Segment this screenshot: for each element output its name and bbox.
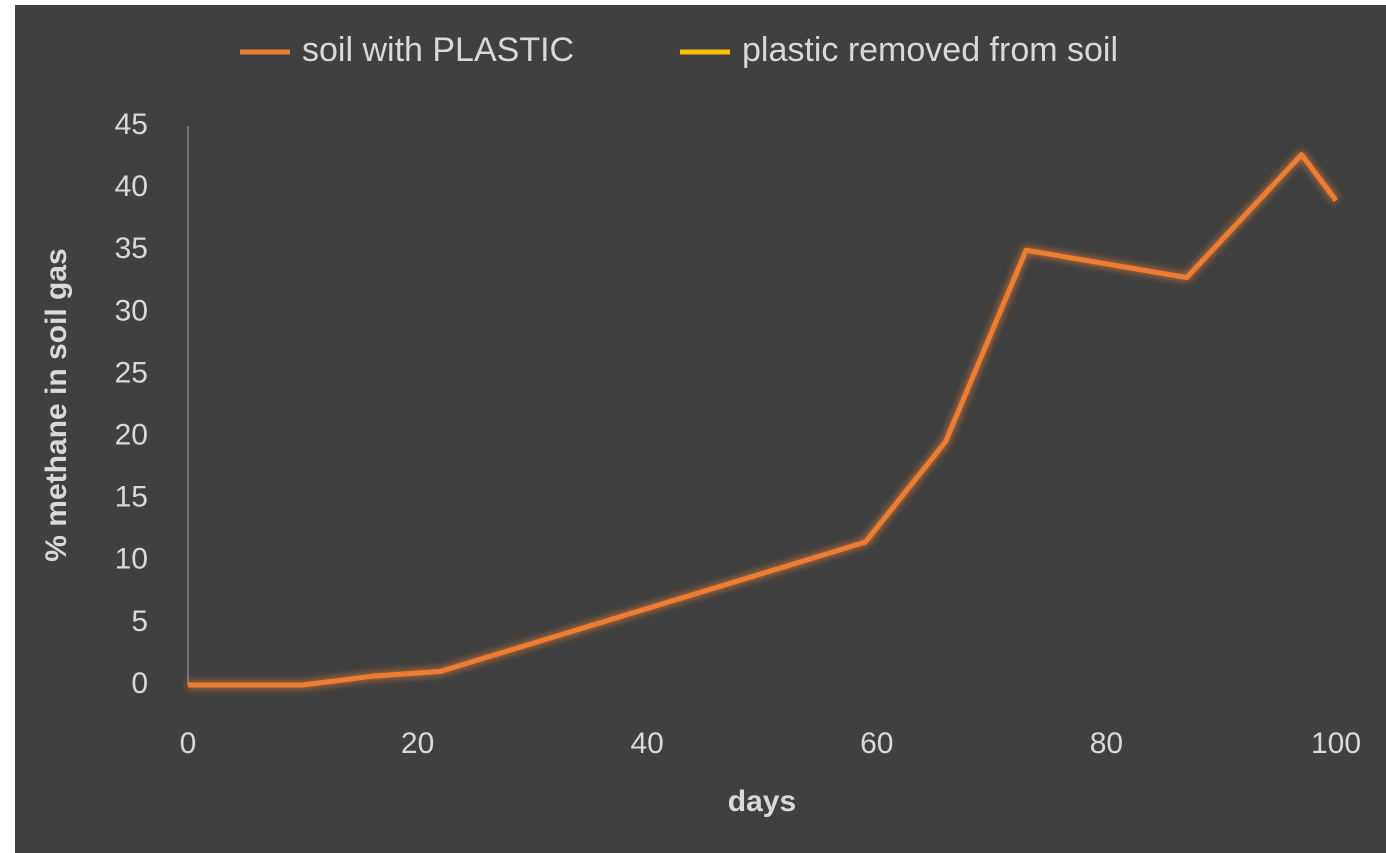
x-tick-label: 20	[401, 727, 434, 760]
legend-label: plastic removed from soil	[742, 31, 1118, 69]
chart-background	[15, 5, 1386, 853]
y-tick-label: 35	[115, 232, 148, 265]
x-tick-label: 100	[1311, 727, 1361, 760]
x-tick-label: 0	[180, 727, 197, 760]
y-tick-label: 45	[115, 108, 148, 141]
y-tick-label: 20	[115, 418, 148, 451]
y-tick-label: 0	[131, 667, 148, 700]
y-tick-label: 40	[115, 170, 148, 203]
y-axis-title: % methane in soil gas	[40, 248, 73, 561]
y-tick-label: 5	[131, 605, 148, 638]
x-tick-label: 40	[631, 727, 664, 760]
y-tick-label: 15	[115, 481, 148, 514]
x-tick-label: 80	[1090, 727, 1123, 760]
y-tick-label: 10	[115, 543, 148, 576]
legend-label: soil with PLASTIC	[302, 31, 574, 69]
x-tick-label: 60	[860, 727, 893, 760]
series-line	[188, 152, 1339, 688]
y-tick-label: 25	[115, 356, 148, 389]
y-tick-label: 30	[115, 294, 148, 327]
x-axis-title: days	[728, 785, 796, 818]
